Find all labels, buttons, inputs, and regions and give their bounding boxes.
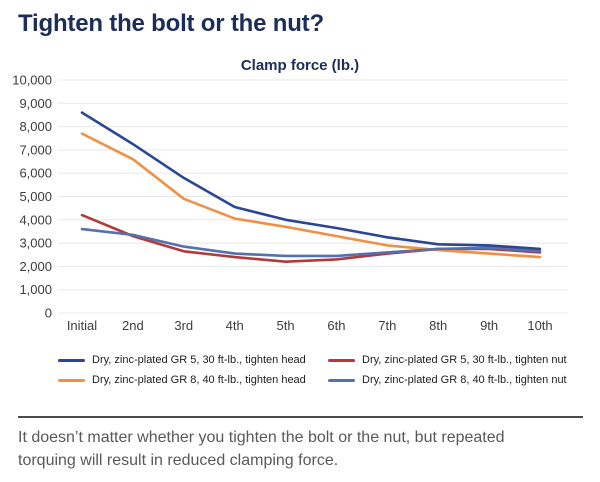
y-axis-tick-label: 9,000 (19, 96, 52, 111)
y-axis-tick-label: 4,000 (19, 212, 52, 227)
caption-line-1: It doesn’t matter whether you tighten th… (18, 429, 505, 446)
legend-line-swatch (328, 378, 355, 382)
series-line (80, 132, 542, 259)
legend-label: Dry, zinc-plated GR 8, 40 ft-lb., tighte… (92, 374, 306, 386)
x-axis-tick-label: 6th (327, 318, 345, 333)
y-axis-tick-label: 7,000 (19, 142, 52, 157)
y-axis-tick-label: 1,000 (19, 282, 52, 297)
legend-label: Dry, zinc-plated GR 5, 30 ft-lb., tighte… (362, 354, 567, 366)
y-axis-tick-label: 10,000 (12, 73, 52, 88)
legend-item: Dry, zinc-plated GR 8, 40 ft-lb., tighte… (58, 374, 328, 386)
legend-line-swatch (328, 358, 355, 362)
chart-title: Clamp force (lb.) (240, 57, 360, 74)
y-axis-tick-label: 8,000 (19, 119, 52, 134)
legend-item: Dry, zinc-plated GR 5, 30 ft-lb., tighte… (58, 354, 328, 366)
caption-line-2: torquing will result in reduced clamping… (18, 452, 339, 470)
chart-legend: Dry, zinc-plated GR 5, 30 ft-lb., tighte… (58, 354, 567, 386)
y-axis-tick-label: 2,000 (19, 259, 52, 274)
x-axis-tick-label: 9th (480, 318, 498, 333)
x-axis-tick-label: 4th (226, 318, 244, 333)
page-title: Tighten the bolt or the nut? (18, 10, 324, 37)
x-axis-tick-label: 3rd (174, 318, 193, 333)
x-axis-tick-label: 5th (277, 318, 295, 333)
legend-item: Dry, zinc-plated GR 8, 40 ft-lb., tighte… (328, 374, 567, 386)
legend-item: Dry, zinc-plated GR 5, 30 ft-lb., tighte… (328, 354, 567, 366)
legend-label: Dry, zinc-plated GR 8, 40 ft-lb., tighte… (362, 374, 567, 386)
caption: It doesn’t matter whether you tighten th… (18, 426, 588, 472)
x-axis-tick-label: 7th (378, 318, 396, 333)
y-axis-tick-label: 3,000 (19, 236, 52, 251)
series-line (80, 227, 542, 258)
series-line (80, 111, 542, 251)
x-axis-tick-label: 2nd (122, 318, 144, 333)
legend-line-swatch (58, 358, 85, 362)
caption-divider (18, 416, 583, 418)
legend-line-swatch (58, 378, 85, 382)
x-axis-tick-label: Initial (67, 318, 97, 333)
y-axis-tick-label: 5,000 (19, 189, 52, 204)
legend-label: Dry, zinc-plated GR 5, 30 ft-lb., tighte… (92, 354, 306, 366)
clamp-force-line-chart: 0 1,000 2,000 3,000 4,000 5,000 6,000 7,000 8,00… (12, 73, 568, 333)
x-axis-tick-label: 10th (527, 318, 552, 333)
y-axis-tick-label: 0 (45, 306, 52, 321)
x-axis-tick-label: 8th (429, 318, 447, 333)
y-axis-tick-label: 6,000 (19, 166, 52, 181)
